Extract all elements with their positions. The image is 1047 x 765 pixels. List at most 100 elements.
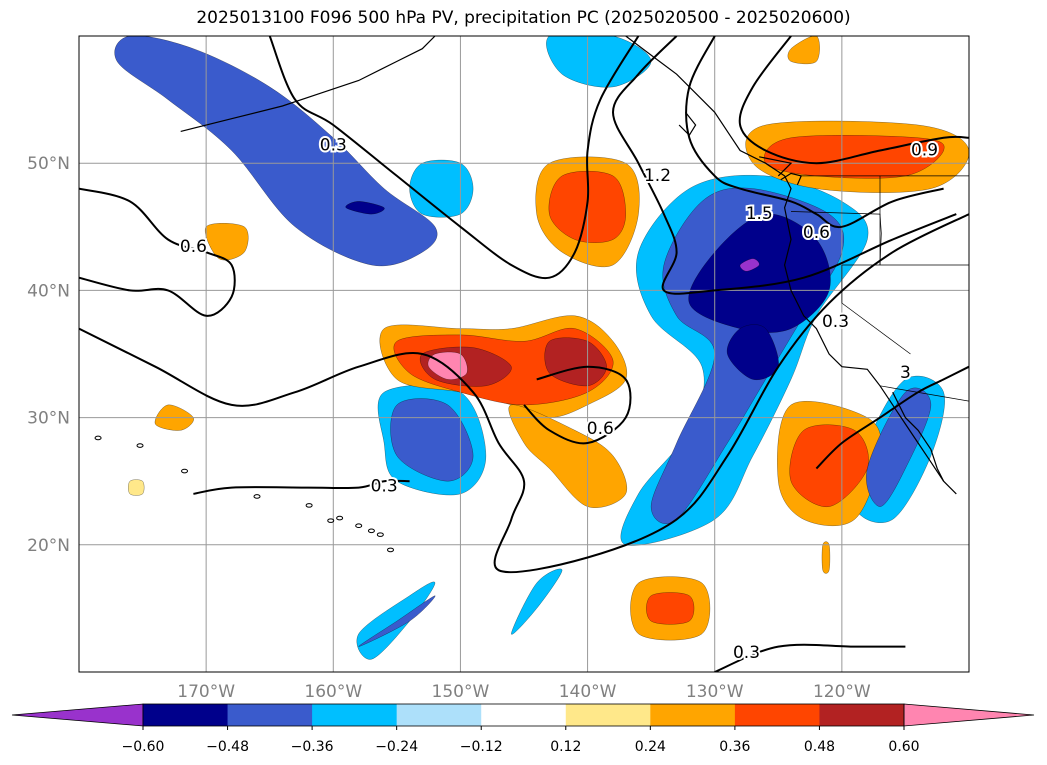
precip-region bbox=[726, 324, 779, 381]
x-tick-labels: 170°W 160°W 150°W 140°W 130°W 120°W bbox=[177, 682, 871, 702]
x-tick-label: 150°W bbox=[432, 682, 490, 702]
pv-contour-label: 0.6 bbox=[180, 237, 207, 257]
island bbox=[327, 518, 335, 523]
coastline-layer bbox=[94, 36, 969, 553]
colorbar-segment bbox=[312, 704, 398, 726]
chart-title: 2025013100 F096 500 hPa PV, precipitatio… bbox=[196, 8, 851, 28]
y-tick-label: 50°N bbox=[27, 154, 70, 174]
precip-region bbox=[739, 258, 760, 272]
colorbar: −0.60 −0.48 −0.36 −0.24 −0.12 0.12 0.24 0.36 0.4… bbox=[11, 703, 1035, 755]
island bbox=[253, 494, 261, 499]
precip-region bbox=[544, 337, 607, 387]
precip-region bbox=[646, 592, 695, 625]
precip-region bbox=[409, 159, 474, 218]
pv-contour bbox=[523, 365, 632, 445]
island bbox=[355, 523, 363, 529]
map-gridlines bbox=[79, 36, 969, 672]
precip-region bbox=[358, 595, 436, 647]
pv-contour-label: 1.5 bbox=[746, 204, 773, 224]
colorbar-tick-label: 0.36 bbox=[719, 739, 750, 755]
precip-region bbox=[390, 398, 474, 482]
pv-contour-label: 0.3 bbox=[733, 643, 760, 663]
y-tick-labels: 20°N 30°N 40°N 50°N bbox=[27, 154, 70, 556]
coastline bbox=[780, 172, 803, 186]
precip-region bbox=[821, 541, 831, 574]
pv-contour bbox=[714, 643, 906, 672]
colorbar-extend-high bbox=[903, 703, 1035, 727]
colorbar-segment bbox=[143, 704, 229, 726]
precip-shading-layer bbox=[114, 36, 969, 660]
coastline bbox=[892, 391, 945, 482]
map-frame bbox=[78, 35, 970, 673]
island bbox=[376, 532, 384, 537]
colorbar-tick-label: 0.48 bbox=[804, 739, 835, 755]
colorbar-tick-label: 0.12 bbox=[550, 739, 581, 755]
pv-contour-label: 0.9 bbox=[911, 140, 938, 160]
precip-region bbox=[787, 36, 820, 65]
pv-contour-label: 0.6 bbox=[587, 419, 614, 439]
precip-region bbox=[789, 424, 869, 507]
colorbar-segment bbox=[565, 704, 651, 726]
pv-contour bbox=[268, 36, 640, 280]
pv-contour-label: 3 bbox=[900, 363, 911, 383]
precip-region bbox=[508, 404, 627, 508]
y-tick-label: 40°N bbox=[27, 281, 70, 301]
island bbox=[367, 528, 375, 534]
colorbar-tick-label: −0.24 bbox=[375, 739, 418, 755]
colorbar-tick-label: −0.36 bbox=[291, 739, 334, 755]
political-border bbox=[841, 265, 911, 355]
colorbar-tick-label: −0.48 bbox=[206, 739, 249, 755]
island bbox=[387, 547, 394, 553]
x-tick-label: 130°W bbox=[686, 682, 744, 702]
precip-region bbox=[511, 568, 563, 635]
pv-contour bbox=[79, 213, 969, 574]
political-border bbox=[790, 211, 882, 266]
x-tick-label: 170°W bbox=[177, 682, 235, 702]
colorbar-frame bbox=[142, 703, 905, 727]
pv-contour bbox=[685, 36, 944, 229]
precip-region bbox=[345, 201, 385, 215]
island bbox=[181, 468, 189, 474]
pv-contour bbox=[79, 187, 236, 317]
colorbar-tick-label: 0.60 bbox=[888, 739, 919, 755]
precip-region bbox=[546, 36, 652, 88]
colorbar-segment bbox=[396, 704, 482, 726]
x-tick-label: 120°W bbox=[813, 682, 871, 702]
precip-region bbox=[688, 213, 831, 333]
precip-region bbox=[204, 222, 249, 261]
pv-contour-labels: 0.3 0.6 1.2 1.5 0.6 0.9 0.3 0.6 0.3 0.3 3 bbox=[178, 133, 940, 665]
colorbar-tick-label: −0.60 bbox=[122, 739, 165, 755]
island bbox=[336, 515, 344, 521]
y-tick-label: 20°N bbox=[27, 536, 70, 556]
island bbox=[94, 435, 102, 441]
colorbar-extend-low bbox=[11, 703, 144, 727]
y-tick-label: 30°N bbox=[27, 409, 70, 429]
political-border bbox=[879, 385, 969, 402]
precip-region bbox=[128, 479, 145, 496]
colorbar-tick-label: −0.12 bbox=[460, 739, 503, 755]
pv-contour-layer bbox=[79, 36, 969, 672]
colorbar-segment bbox=[819, 704, 905, 726]
island bbox=[136, 443, 144, 448]
coastline bbox=[625, 36, 957, 495]
pv-contour bbox=[738, 36, 969, 165]
pv-contour bbox=[611, 36, 957, 295]
pv-contour-label: 0.6 bbox=[803, 223, 830, 243]
coastline bbox=[759, 156, 793, 177]
pv-contour bbox=[193, 479, 410, 495]
colorbar-segment bbox=[227, 704, 313, 726]
island bbox=[305, 503, 313, 508]
coastline bbox=[678, 111, 697, 137]
precip-region bbox=[114, 36, 438, 267]
pv-contour-label: 0.3 bbox=[822, 312, 849, 332]
pv-contour-label: 0.3 bbox=[371, 476, 398, 496]
pv-contour-label: 0.3 bbox=[320, 135, 347, 155]
pv-contour bbox=[815, 365, 969, 470]
x-tick-label: 140°W bbox=[559, 682, 617, 702]
colorbar-segment bbox=[734, 704, 820, 726]
pv-contour-label: 1.2 bbox=[644, 166, 671, 186]
precip-region bbox=[356, 581, 436, 660]
colorbar-segment bbox=[650, 704, 736, 726]
colorbar-segment bbox=[481, 704, 567, 726]
